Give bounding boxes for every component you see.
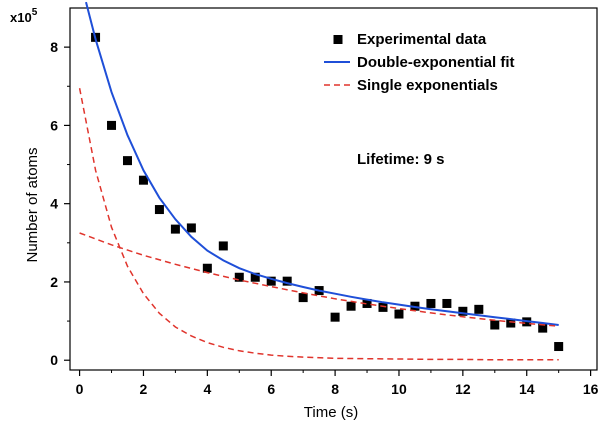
data-point: [538, 323, 548, 333]
data-point: [426, 298, 436, 308]
y-multiplier-exponent: 5: [32, 7, 38, 18]
data-point: [362, 298, 372, 308]
x-tick-label: 10: [391, 381, 407, 397]
y-tick-label: 2: [50, 274, 58, 290]
x-tick-label: 2: [140, 381, 148, 397]
data-point: [234, 272, 244, 282]
single-exponential-curve: [78, 88, 559, 361]
data-point: [378, 302, 388, 312]
data-point: [250, 272, 260, 282]
y-multiplier-base: x10: [10, 10, 32, 25]
data-point: [442, 298, 452, 308]
axes: 0 2 4 6 8 10 12 14 16 0 2 4 6 8: [50, 7, 599, 397]
data-point: [458, 306, 468, 316]
x-tick-label: 14: [519, 381, 535, 397]
x-tick-label: 0: [76, 381, 84, 397]
data-point: [346, 301, 356, 311]
data-point: [394, 309, 404, 319]
x-tick-label: 6: [267, 381, 275, 397]
y-tick-label: 4: [50, 196, 58, 212]
x-tick-label: 8: [331, 381, 339, 397]
x-tick-label: 4: [203, 381, 211, 397]
data-point: [330, 312, 340, 322]
data-point: [186, 223, 196, 233]
legend-label: Double-exponential fit: [357, 54, 515, 71]
data-point: [282, 276, 292, 286]
y-tick-label: 6: [50, 117, 58, 133]
x-tick-label: 16: [583, 381, 599, 397]
y-tick-label: 0: [50, 352, 58, 368]
data-point: [122, 156, 132, 166]
data-point: [298, 293, 308, 303]
data-point: [490, 320, 500, 330]
x-tick-label: 12: [455, 381, 471, 397]
y-axis-title: Number of atoms: [24, 147, 41, 262]
legend-label: Experimental data: [357, 31, 487, 48]
data-point: [506, 318, 516, 328]
lifetime-annotation: Lifetime: 9 s: [357, 151, 445, 168]
legend: Experimental data Double-exponential fit S…: [324, 31, 515, 94]
data-point: [474, 304, 484, 314]
fit-curve: [85, 1, 559, 326]
single-exponential-curve: [79, 232, 559, 327]
plot-frame: [69, 7, 598, 371]
data-point: [138, 175, 148, 185]
data-point: [554, 342, 564, 352]
data-point: [107, 120, 117, 130]
data-point: [170, 224, 180, 234]
y-multiplier-label: x105: [10, 7, 38, 25]
legend-label: Single exponentials: [357, 77, 498, 94]
legend-marker: [333, 35, 343, 44]
data-point: [154, 205, 164, 215]
data-point: [266, 276, 276, 286]
x-axis-title: Time (s): [304, 404, 358, 421]
data-point: [202, 263, 212, 273]
series-layer: [78, 1, 564, 361]
y-tick-label: 8: [50, 39, 58, 55]
data-point: [218, 241, 228, 251]
